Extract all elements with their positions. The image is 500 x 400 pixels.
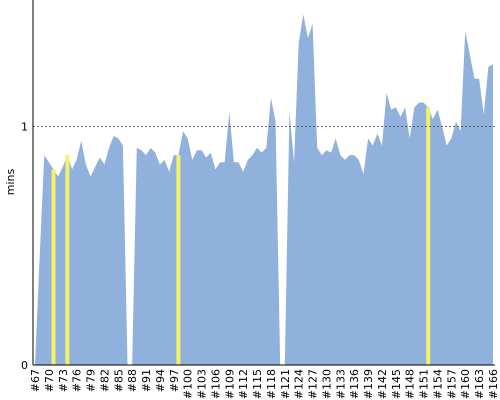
x-tick-label: #91 [140, 369, 153, 392]
x-tick-label: #115 [251, 369, 264, 399]
x-tick-label: #85 [112, 369, 125, 392]
x-tick-label: #88 [126, 369, 139, 392]
highlight-bar [65, 155, 70, 365]
x-tick-label: #139 [362, 369, 375, 399]
x-tick-label: #79 [85, 369, 98, 392]
x-tick-label: #151 [418, 369, 431, 399]
x-tick-label: #118 [265, 369, 278, 399]
y-tick-label: 0 [21, 359, 28, 372]
x-tick-label: #157 [445, 369, 458, 399]
x-tick-label: #133 [334, 369, 347, 399]
x-tick-label: #82 [98, 369, 111, 392]
x-tick-label: #160 [459, 369, 472, 399]
y-tick-label: 1 [21, 120, 28, 133]
x-tick-label: #100 [182, 369, 195, 399]
x-tick-label: #106 [209, 369, 222, 399]
highlight-bar [176, 155, 181, 365]
x-tick-label: #76 [71, 369, 84, 392]
highlight-bar [426, 107, 431, 366]
x-tick-label: #154 [431, 369, 444, 399]
x-tick-label: #73 [57, 369, 70, 392]
x-tick-label: #67 [29, 369, 42, 392]
x-tick-label: #136 [348, 369, 361, 399]
x-tick-label: #109 [223, 369, 236, 399]
y-axis-label: mins [4, 168, 17, 195]
x-tick-label: #121 [279, 369, 292, 399]
x-tick-label: #103 [196, 369, 209, 399]
x-tick-label: #127 [307, 369, 320, 399]
x-tick-label: #145 [390, 369, 403, 399]
x-tick-label: #166 [487, 369, 500, 399]
x-tick-label: #94 [154, 369, 167, 392]
x-tick-label: #112 [237, 369, 250, 399]
x-tick-label: #142 [376, 369, 389, 399]
x-tick-label: #163 [473, 369, 486, 399]
x-tick-label: #97 [168, 369, 181, 392]
highlight-bar [51, 169, 56, 365]
area [35, 14, 493, 366]
x-tick-label: #70 [43, 369, 56, 392]
x-tick-label: #124 [293, 369, 306, 399]
x-tick-label: #148 [404, 369, 417, 399]
x-tick-label: #130 [320, 369, 333, 399]
